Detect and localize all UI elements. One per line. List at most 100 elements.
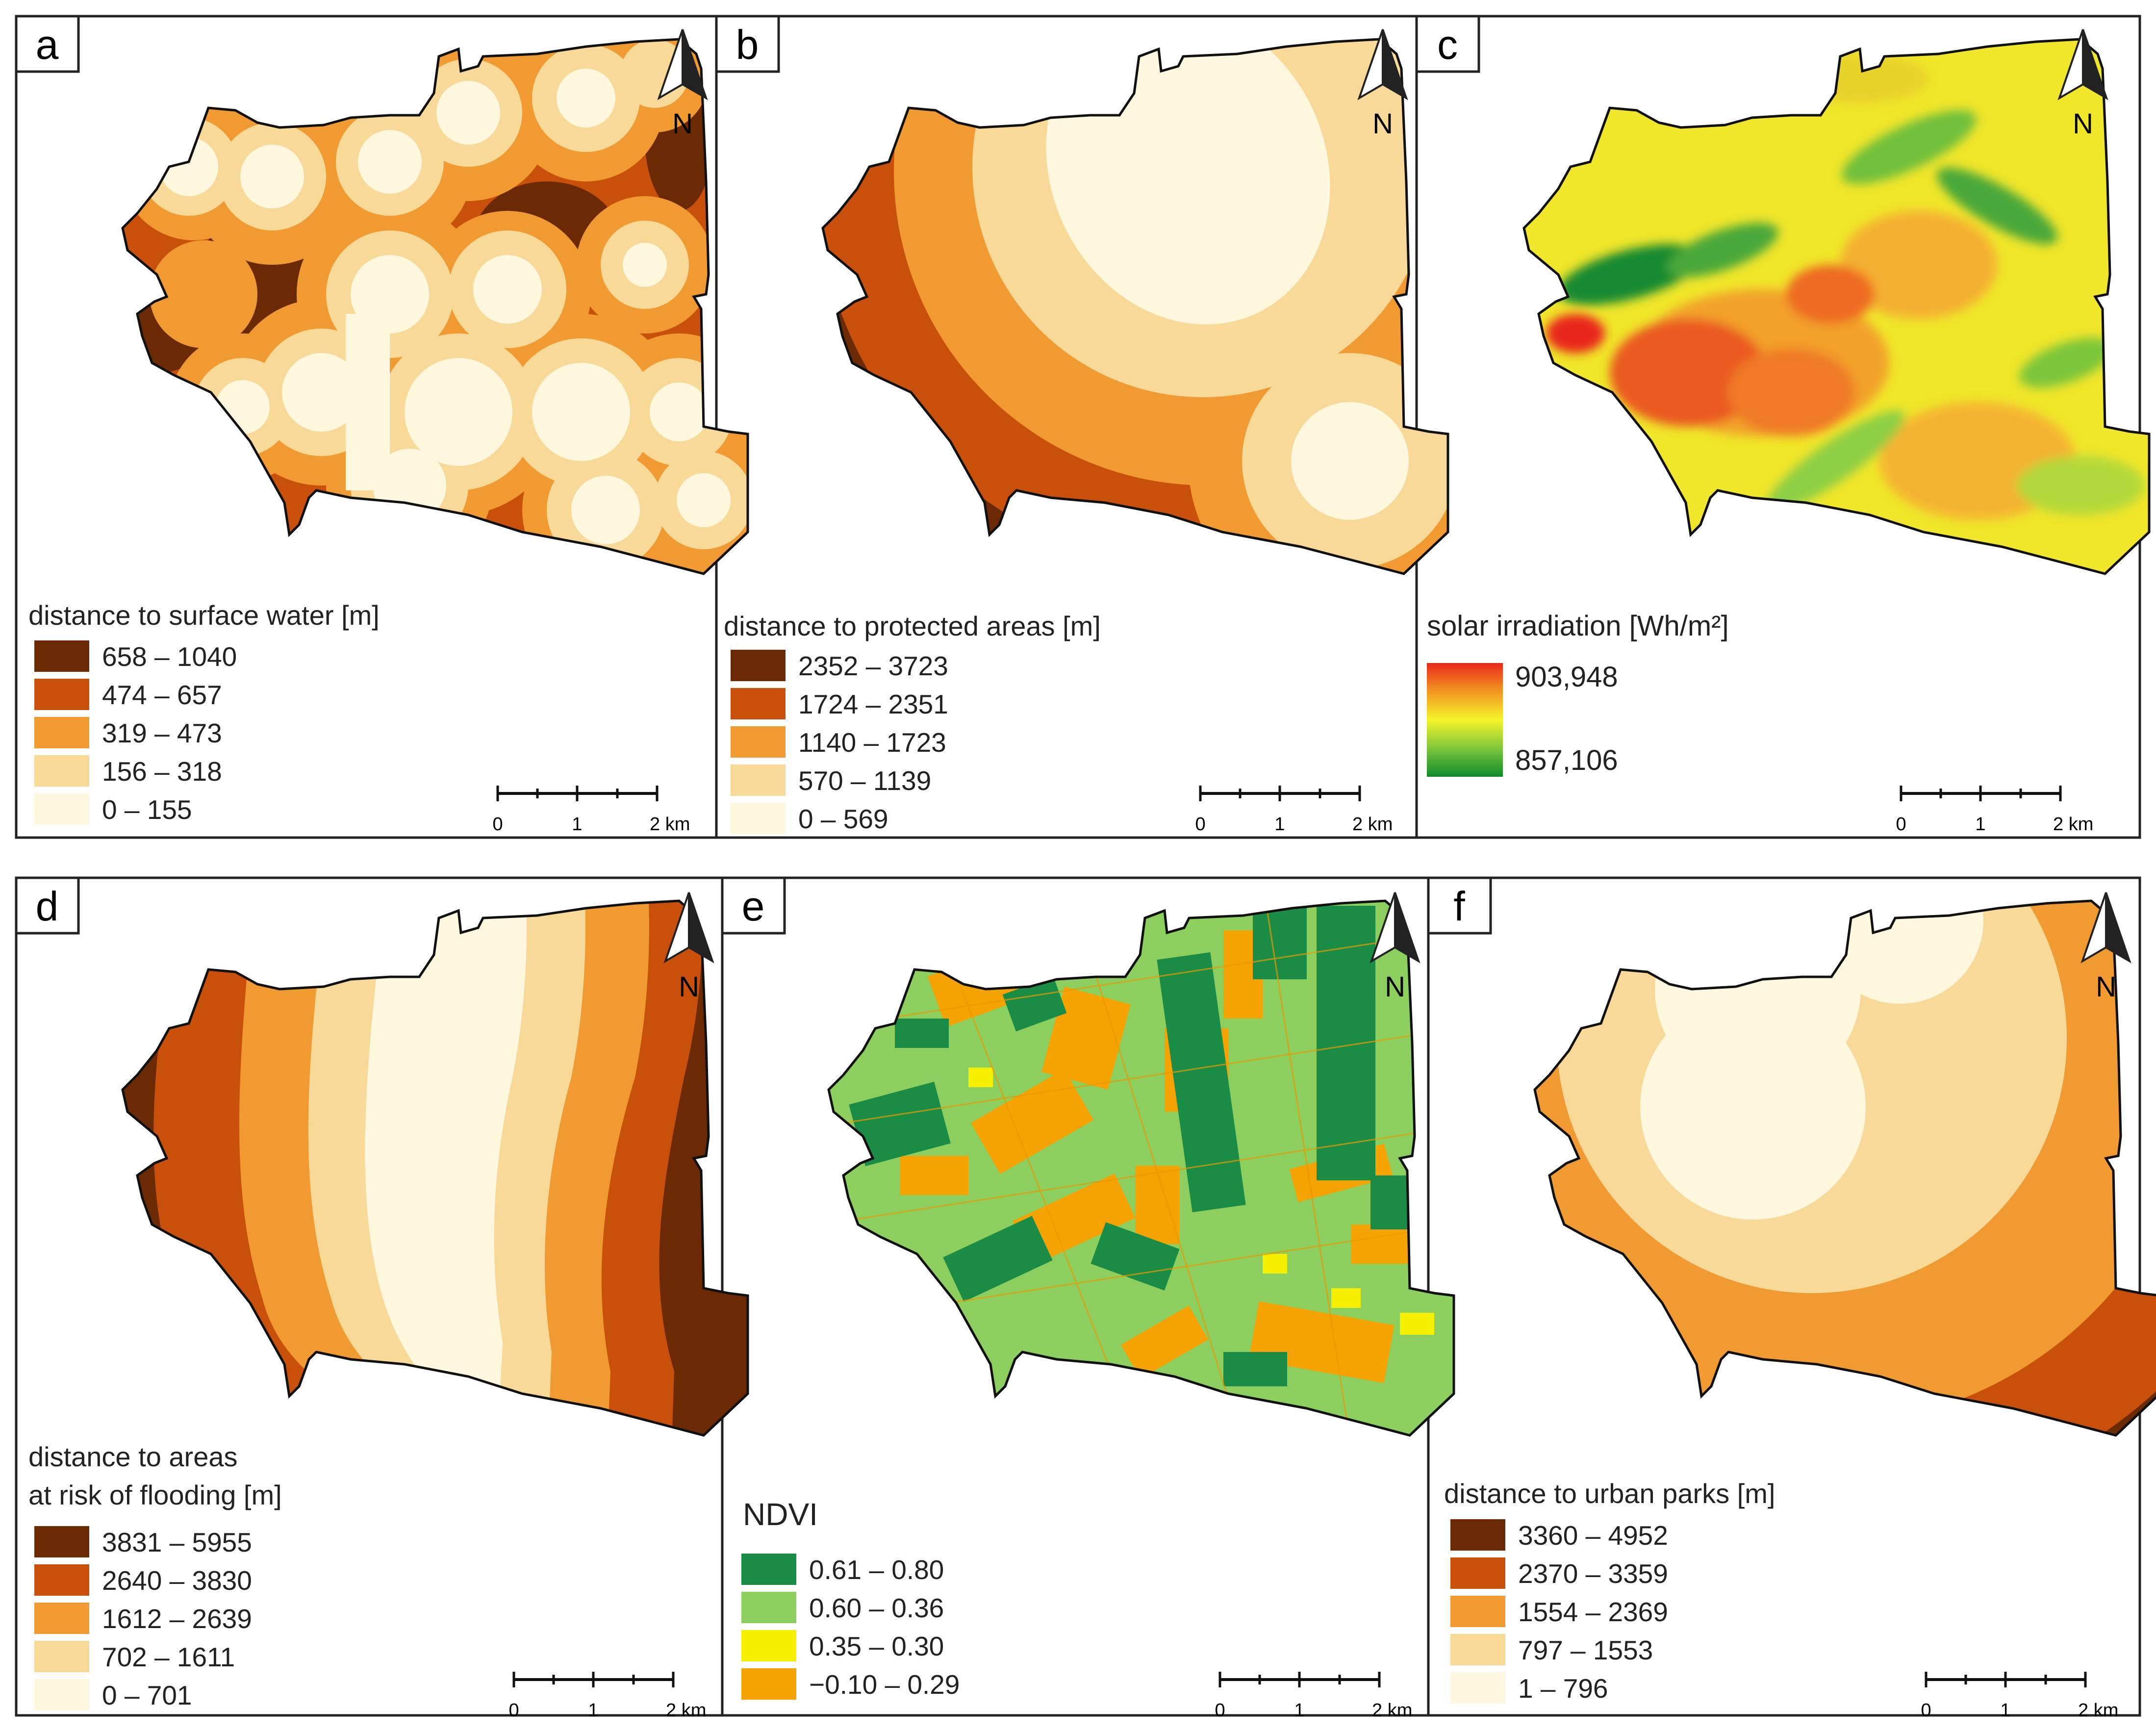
map-c-solar-irradiation <box>1517 20 2154 647</box>
scale-tick-label: 2 km <box>2053 814 2093 835</box>
legend-swatch <box>34 679 89 710</box>
legend-title: NDVI <box>743 1497 818 1532</box>
scale-tick-label: 2 km <box>2078 1700 2118 1721</box>
legend-swatch <box>34 1679 89 1710</box>
legend-d: distance to areas at risk of flooding [m… <box>28 1441 282 1710</box>
north-label: N <box>2073 108 2093 140</box>
legend-swatch <box>1450 1557 1505 1589</box>
legend-swatch <box>731 726 786 758</box>
north-label: N <box>679 971 699 1003</box>
panel-letter: e <box>742 883 765 929</box>
scale-bar: 0 1 2 km <box>508 1672 706 1721</box>
scale-tick-label: 0 <box>492 814 503 835</box>
legend-item-label: 1612 – 2639 <box>102 1604 252 1634</box>
scale-tick-label: 2 km <box>1372 1700 1412 1721</box>
scale-tick-label: 0 <box>508 1700 519 1721</box>
legend-swatch <box>1450 1519 1505 1551</box>
scale-tick-label: 1 <box>1975 814 1985 835</box>
scale-tick-label: 1 <box>1294 1700 1304 1721</box>
panel-letter: d <box>36 883 59 929</box>
legend-swatch <box>34 640 89 672</box>
legend-item-label: 0.61 – 0.80 <box>809 1555 944 1585</box>
legend-f: distance to urban parks [m] 3360 – 4952 … <box>1444 1478 1775 1704</box>
north-label: N <box>2096 971 2116 1003</box>
legend-a: distance to surface water [m] 658 – 1040… <box>28 600 380 825</box>
legend-item-label: 2640 – 3830 <box>102 1565 252 1596</box>
legend-swatch <box>1450 1596 1505 1627</box>
panel-label-f: f <box>1427 876 1492 935</box>
legend-swatch <box>34 717 89 748</box>
legend-swatch <box>731 688 786 719</box>
legend-item-label: 1 – 796 <box>1518 1673 1608 1704</box>
scale-tick-label: 1 <box>572 814 582 835</box>
legend-item-label: 0 – 569 <box>798 804 888 834</box>
legend-swatch <box>741 1592 796 1623</box>
legend-e: NDVI 0.61 – 0.80 0.60 – 0.36 0.35 – 0.30… <box>741 1497 960 1700</box>
legend-swatch <box>1450 1672 1505 1704</box>
map-d-flooding-risk <box>115 857 753 1519</box>
legend-swatch <box>34 1641 89 1672</box>
legend-item-label: 570 – 1139 <box>798 765 931 796</box>
scale-tick-label: 2 km <box>1352 814 1393 835</box>
legend-swatch <box>731 650 786 681</box>
scale-bar: 0 1 2 km <box>1215 1672 1412 1721</box>
legend-b: distance to protected areas [m] 2352 – 3… <box>724 611 1101 834</box>
legend-item-label: 2352 – 3723 <box>798 651 948 681</box>
legend-title: distance to areas <box>28 1441 237 1472</box>
legend-item-label: 319 – 473 <box>102 718 222 748</box>
scale-tick-label: 0 <box>1921 1700 1931 1721</box>
panel-letter: f <box>1453 883 1465 929</box>
legend-swatch <box>741 1668 796 1700</box>
legend-title: distance to protected areas [m] <box>724 611 1101 641</box>
legend-item-label: 1554 – 2369 <box>1518 1597 1668 1627</box>
legend-item-label: 3831 – 5955 <box>102 1527 252 1557</box>
legend-item-label: 0 – 701 <box>102 1680 192 1710</box>
scale-tick-label: 0 <box>1195 814 1205 835</box>
legend-swatch <box>34 1564 89 1596</box>
legend-gradient-max: 903,948 <box>1515 661 1618 693</box>
scale-bar: 0 1 2 km <box>1896 786 2093 835</box>
panel-letter: a <box>36 22 59 68</box>
legend-item-label: 3360 – 4952 <box>1518 1520 1668 1551</box>
scale-bar: 0 1 2 km <box>492 786 690 835</box>
legend-swatch <box>34 793 89 825</box>
north-arrow-icon: N <box>1357 29 1408 140</box>
scale-tick-label: 1 <box>1274 814 1285 835</box>
legend-item-label: 156 – 318 <box>102 756 222 787</box>
north-arrow-icon: N <box>657 29 708 140</box>
legend-gradient-bar <box>1427 663 1503 777</box>
legend-title: distance to surface water [m] <box>28 600 380 631</box>
scale-tick-label: 2 km <box>666 1700 706 1721</box>
scale-tick-label: 0 <box>1215 1700 1225 1721</box>
legend-c: solar irradiation [Wh/m²] 903,948 857,10… <box>1427 610 1729 777</box>
scale-tick-label: 1 <box>588 1700 598 1721</box>
north-arrow-icon: N <box>663 892 714 1003</box>
legend-swatch <box>731 765 786 796</box>
north-label: N <box>1385 971 1405 1003</box>
legend-swatch <box>1450 1634 1505 1665</box>
scale-bar: 0 1 2 km <box>1195 786 1393 835</box>
legend-item-label: 0 – 155 <box>102 794 192 825</box>
scale-tick-label: 2 km <box>650 814 690 835</box>
legend-swatch <box>34 1526 89 1557</box>
legend-swatch <box>741 1630 796 1661</box>
legend-gradient-min: 857,106 <box>1515 744 1618 776</box>
north-arrow-icon: N <box>2057 29 2108 140</box>
legend-item-label: 2370 – 3359 <box>1518 1558 1668 1589</box>
panel-label-b: b <box>715 15 780 73</box>
legend-item-label: 1724 – 2351 <box>798 689 948 719</box>
legend-swatch <box>731 803 786 834</box>
scale-bar: 0 1 2 km <box>1921 1672 2118 1721</box>
north-arrow-icon: N <box>2080 892 2131 1003</box>
scale-tick-label: 0 <box>1896 814 1906 835</box>
panel-label-a: a <box>15 15 80 73</box>
map-e-ndvi <box>821 881 1459 1509</box>
legend-item-label: 0.35 – 0.30 <box>809 1631 944 1661</box>
panel-label-d: d <box>15 876 80 935</box>
legend-item-label: 702 – 1611 <box>102 1642 235 1672</box>
legend-item-label: 1140 – 1723 <box>798 727 946 758</box>
legend-swatch <box>34 1603 89 1634</box>
panel-letter: b <box>736 22 759 68</box>
scale-tick-label: 1 <box>2000 1700 2010 1721</box>
